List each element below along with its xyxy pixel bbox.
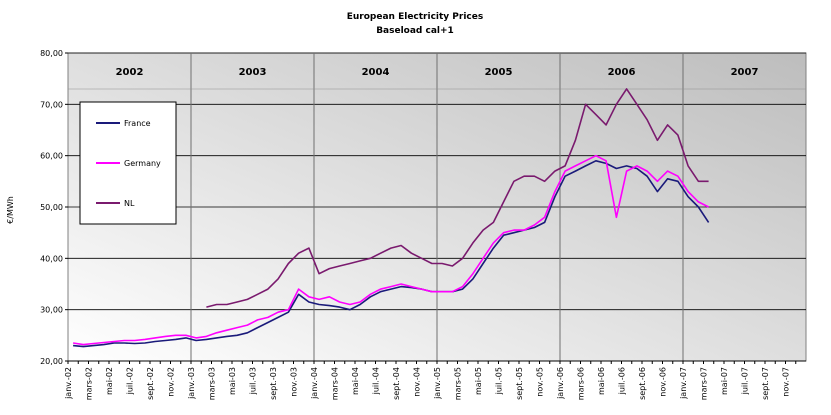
legend: France Germany NL	[79, 101, 177, 225]
x-tick-label: janv.-05	[433, 367, 442, 400]
x-tick-label: sept.-06	[638, 367, 647, 400]
x-tick-label: juil.-05	[495, 367, 504, 395]
x-tick-label: mai-02	[105, 367, 114, 395]
x-tick-label: mai-05	[474, 367, 483, 395]
year-label: 2002	[116, 67, 144, 78]
y-tick-label: 20,00	[40, 357, 63, 366]
year-label: 2005	[485, 67, 513, 78]
series-line	[206, 88, 709, 308]
x-tick-label: janv.-03	[187, 367, 196, 400]
legend-label: NL	[124, 199, 135, 208]
x-tick-label: mars-03	[208, 367, 217, 400]
y-tick-label: 80,00	[40, 49, 63, 58]
y-tick-label: 50,00	[40, 203, 63, 212]
x-tick-label: mars-06	[577, 367, 586, 400]
chart-title: European Electricity Prices	[347, 12, 483, 22]
legend-label: Germany	[124, 159, 161, 168]
y-tick-label: 70,00	[40, 100, 63, 109]
year-label: 2003	[239, 67, 267, 78]
x-tick-label: mars-04	[331, 367, 340, 400]
x-tick-label: sept.-05	[515, 367, 524, 400]
x-tick-label: mai-06	[597, 367, 606, 395]
x-tick-label: juil.-03	[249, 367, 258, 395]
x-tick-label: juil.-07	[741, 367, 750, 395]
year-label: 2004	[362, 67, 390, 78]
x-tick-label: janv.-04	[310, 367, 319, 400]
year-label: 2007	[731, 67, 759, 78]
x-tick-label: nov.-04	[413, 367, 422, 397]
x-tick-label: sept.-03	[269, 367, 278, 400]
legend-label: France	[124, 119, 151, 128]
x-tick-label: janv.-02	[64, 367, 73, 400]
x-tick-label: juil.-06	[618, 367, 627, 395]
chart-subtitle: Baseload cal+1	[376, 26, 454, 36]
y-tick-label: 60,00	[40, 152, 63, 161]
x-tick-label: nov.-06	[659, 367, 668, 397]
x-tick-label: janv.-06	[556, 367, 565, 400]
x-tick-label: nov.-03	[290, 367, 299, 397]
x-tick-label: mai-04	[351, 367, 360, 395]
year-label: 2006	[608, 67, 636, 78]
x-tick-label: nov.-05	[536, 367, 545, 397]
x-tick-label: nov.-02	[167, 367, 176, 397]
x-tick-label: mai-03	[228, 367, 237, 395]
x-tick-label: juil.-02	[126, 367, 135, 395]
series-line	[73, 160, 710, 348]
y-axis-label: €/MWh	[6, 196, 15, 224]
x-tick-label: mai-07	[720, 367, 729, 395]
x-tick-label: sept.-04	[392, 367, 401, 400]
x-tick-label: mars-07	[700, 367, 709, 400]
x-tick-label: nov.-07	[782, 367, 791, 397]
series-line	[72, 154, 709, 346]
x-tick-label: janv.-07	[679, 367, 688, 400]
x-tick-label: juil.-04	[372, 367, 381, 395]
x-tick-label: mars-02	[85, 367, 94, 400]
x-tick-label: sept.-07	[761, 367, 770, 400]
x-tick-label: mars-05	[454, 367, 463, 400]
y-tick-label: 30,00	[40, 306, 63, 315]
y-tick-label: 40,00	[40, 254, 63, 263]
x-tick-label: sept.-02	[146, 367, 155, 400]
